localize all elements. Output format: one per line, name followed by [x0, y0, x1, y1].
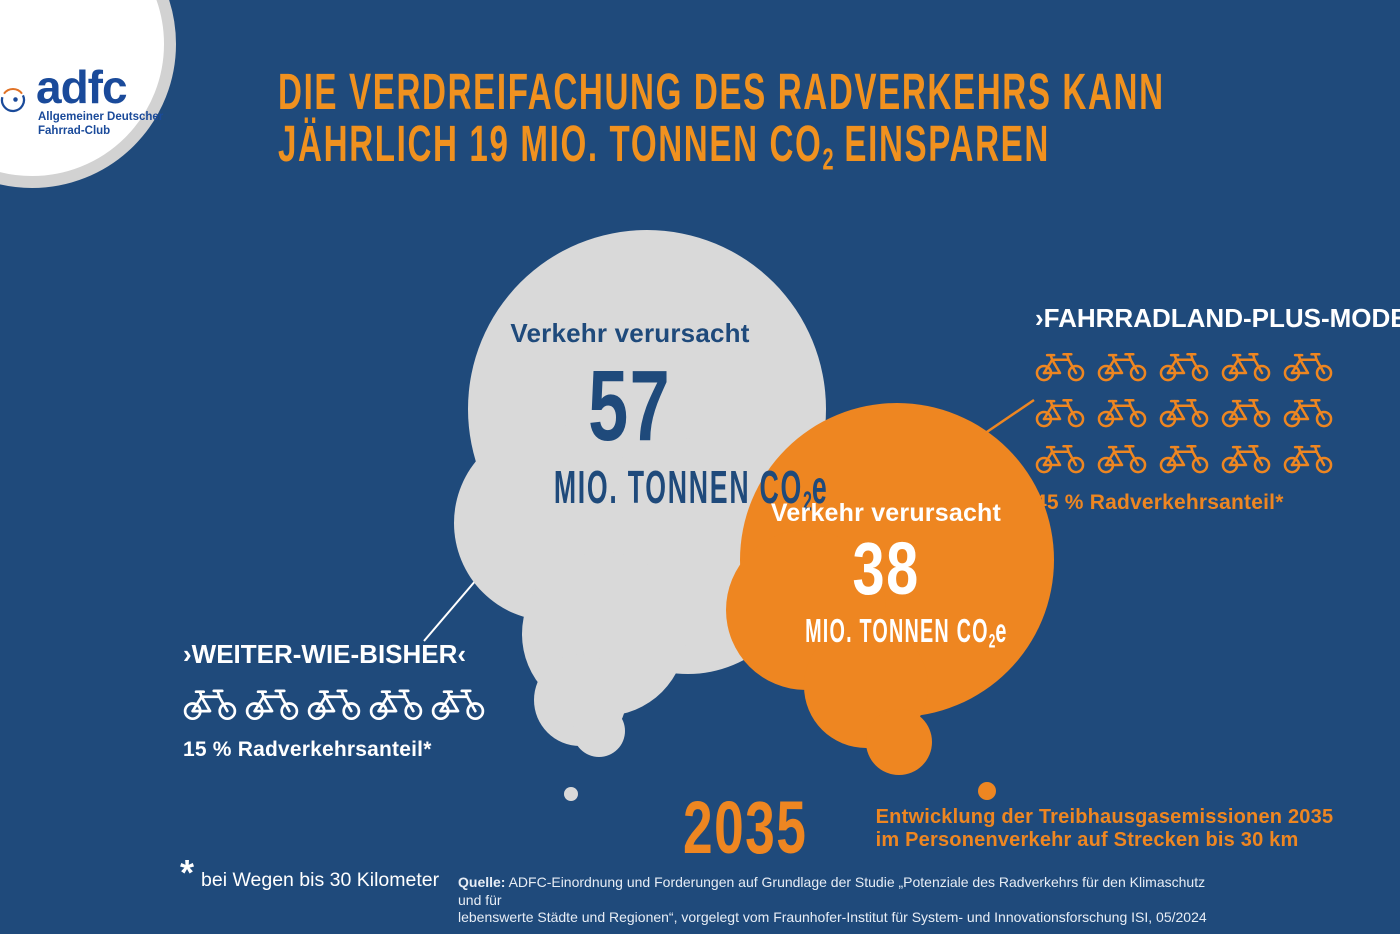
bike-icon: [1035, 399, 1085, 428]
plus-model-bubble-label: Verkehr verursacht: [770, 499, 1002, 527]
gray-emission-cloud: [454, 230, 826, 801]
logo-subtitle: Allgemeiner Deutscher Fahrrad-Club: [38, 110, 163, 138]
bike-row-fahrradland: [1035, 349, 1347, 475]
bike-icon: [183, 689, 237, 721]
bike-icon: [245, 689, 299, 721]
bike-icon: [307, 689, 361, 721]
orange-emission-cloud: [726, 403, 1054, 800]
headline: DIE VERDREIFACHUNG DES RADVERKEHRS KANN …: [278, 66, 1400, 186]
logo-subtitle-line2: Fahrrad-Club: [38, 125, 111, 137]
bike-icon: [1159, 353, 1209, 382]
plus-model-bubble-value: 38: [852, 527, 920, 610]
scenario-fahrradland-share: 45 % Radverkehrsanteil*: [1035, 491, 1284, 514]
bike-icon: [1097, 399, 1147, 428]
year-value: 2035: [683, 786, 808, 869]
baseline-bubble-text: Verkehr verursacht 57 MIO. TONNEN CO2e: [455, 318, 827, 518]
year-description: Entwicklung der Treibhausgasemissionen 2…: [876, 806, 1334, 852]
bike-icon: [1221, 445, 1271, 474]
wheel-icon: [0, 88, 26, 113]
bike-icon: [1159, 399, 1209, 428]
footnote: * bei Wegen bis 30 Kilometer: [180, 853, 439, 892]
bike-row-weiter: [183, 685, 503, 722]
bike-icon: [1283, 445, 1333, 474]
source-label: Quelle:: [458, 874, 506, 890]
year-description-line1: Entwicklung der Treibhausgasemissionen 2…: [875, 806, 1334, 828]
asterisk-icon: *: [180, 852, 195, 893]
source-line1: Quelle: ADFC-Einordnung und Forderungen …: [458, 874, 1206, 908]
headline-line2: JÄHRLICH 19 MIO. TONNEN CO2 EINSPAREN: [278, 115, 1050, 177]
baseline-bubble-unit: MIO. TONNEN CO2e: [553, 461, 827, 517]
bike-icon: [1097, 445, 1147, 474]
bike-icon: [431, 689, 485, 721]
bike-icon: [1159, 445, 1209, 474]
logo-subtitle-line1: Allgemeiner Deutscher: [38, 111, 164, 123]
source-line2: lebenswerte Städte und Regionen“, vorgel…: [458, 909, 1207, 925]
bike-icon: [1035, 445, 1085, 474]
bike-icon: [369, 689, 423, 721]
baseline-bubble-label: Verkehr verursacht: [510, 318, 750, 348]
bike-icon: [1221, 353, 1271, 382]
scenario-fahrradland-name: ›FAHRRADLAND-PLUS-MODELL‹: [1035, 303, 1400, 333]
year-description-line2: im Personenverkehr auf Strecken bis 30 k…: [875, 829, 1299, 851]
bike-icon: [1097, 353, 1147, 382]
source-note: Quelle: ADFC-Einordnung und Forderungen …: [458, 874, 1218, 927]
scenario-weiter-name: ›WEITER-WIE-BISHER‹: [183, 639, 467, 669]
bike-icon: [1221, 399, 1271, 428]
plus-model-bubble-unit: MIO. TONNEN CO2e: [805, 612, 1007, 653]
footnote-text: bei Wegen bis 30 Kilometer: [201, 869, 440, 891]
bike-icon: [1035, 353, 1085, 382]
bike-icon: [1283, 353, 1333, 382]
year-block: 2035 Entwicklung der Treibhausgasemissio…: [683, 791, 1333, 865]
scenario-fahrradland-plus: ›FAHRRADLAND-PLUS-MODELL‹: [1035, 303, 1400, 515]
bike-icon: [1283, 399, 1333, 428]
scenario-weiter-share: 15 % Radverkehrsanteil*: [183, 738, 432, 761]
plus-model-bubble-text: Verkehr verursacht 38 MIO. TONNEN CO2e: [738, 499, 1034, 654]
headline-line1: DIE VERDREIFACHUNG DES RADVERKEHRS KANN: [278, 63, 1165, 120]
scenario-weiter-wie-bisher: ›WEITER-WIE-BISHER‹: [183, 639, 518, 762]
baseline-bubble-value: 57: [588, 350, 672, 462]
logo-brand: adfc: [36, 61, 128, 113]
